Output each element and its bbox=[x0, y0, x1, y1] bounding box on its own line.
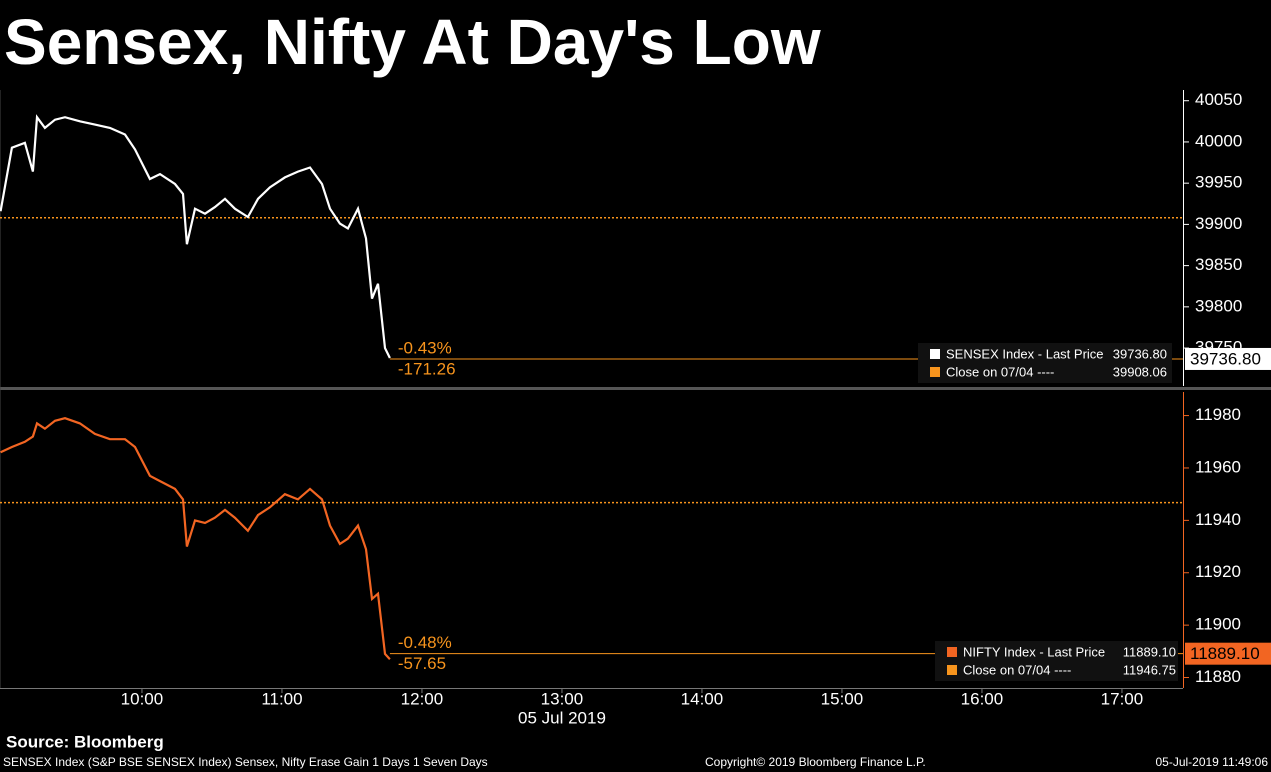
legend-swatch bbox=[930, 367, 940, 377]
copyright: Copyright© 2019 Bloomberg Finance L.P. bbox=[705, 755, 926, 769]
last-price-tag-label: 39736.80 bbox=[1190, 349, 1261, 368]
legend-value: 39908.06 bbox=[1113, 364, 1167, 379]
legend-swatch bbox=[947, 647, 957, 657]
legend-swatch bbox=[930, 349, 940, 359]
legend-value: 11946.75 bbox=[1123, 662, 1176, 677]
legend-label: Close on 07/04 ---- bbox=[963, 662, 1071, 677]
legend-swatch bbox=[947, 665, 957, 675]
change: -57.65 bbox=[398, 654, 446, 673]
x-tick-label: 13:00 bbox=[541, 689, 584, 708]
y-tick-label: 11880 bbox=[1195, 667, 1241, 686]
x-tick-label: 14:00 bbox=[681, 689, 724, 708]
x-tick-label: 15:00 bbox=[821, 689, 864, 708]
legend-label: SENSEX Index - Last Price bbox=[946, 346, 1104, 361]
y-tick-label: 39900 bbox=[1195, 214, 1242, 233]
change: -171.26 bbox=[398, 359, 456, 378]
change-pct: -0.43% bbox=[398, 338, 452, 357]
price-line bbox=[0, 114, 391, 359]
y-tick-label: 11980 bbox=[1195, 405, 1241, 424]
source: Source: Bloomberg bbox=[6, 732, 164, 751]
legend-box bbox=[935, 641, 1178, 681]
y-tick-label: 11900 bbox=[1195, 615, 1241, 634]
legend-label: Close on 07/04 ---- bbox=[946, 364, 1054, 379]
y-tick-label: 39850 bbox=[1195, 255, 1242, 274]
y-tick-label: 40000 bbox=[1195, 131, 1242, 150]
legend-value: 39736.80 bbox=[1113, 346, 1167, 361]
y-tick-label: 39950 bbox=[1195, 173, 1242, 192]
chart-title: Sensex, Nifty At Day's Low bbox=[4, 6, 821, 78]
legend-box bbox=[918, 343, 1172, 383]
y-tick-label: 11960 bbox=[1195, 457, 1241, 476]
y-tick-label: 40050 bbox=[1195, 90, 1242, 109]
last-price-tag bbox=[1185, 347, 1271, 370]
x-tick-label: 12:00 bbox=[401, 689, 444, 708]
y-tick-label: 11940 bbox=[1195, 510, 1241, 529]
footer-description: SENSEX Index (S&P BSE SENSEX Index) Sens… bbox=[3, 755, 488, 769]
x-tick-label: 11:00 bbox=[261, 689, 302, 708]
legend-value: 11889.10 bbox=[1123, 644, 1176, 659]
timestamp: 05-Jul-2019 11:49:06 bbox=[1155, 755, 1268, 769]
y-tick-label: 11920 bbox=[1195, 562, 1241, 581]
x-tick-label: 16:00 bbox=[961, 689, 1004, 708]
change-pct: -0.48% bbox=[398, 633, 452, 652]
legend-label: NIFTY Index - Last Price bbox=[963, 644, 1105, 659]
y-tick-label: 39800 bbox=[1195, 296, 1242, 315]
x-axis-label: 05 Jul 2019 bbox=[518, 708, 606, 727]
last-price-tag-label: 11889.10 bbox=[1190, 644, 1260, 663]
x-tick-label: 10:00 bbox=[121, 689, 164, 708]
price-line bbox=[0, 417, 391, 660]
x-tick-label: 17:00 bbox=[1101, 689, 1144, 708]
last-price-tag bbox=[1185, 642, 1271, 665]
